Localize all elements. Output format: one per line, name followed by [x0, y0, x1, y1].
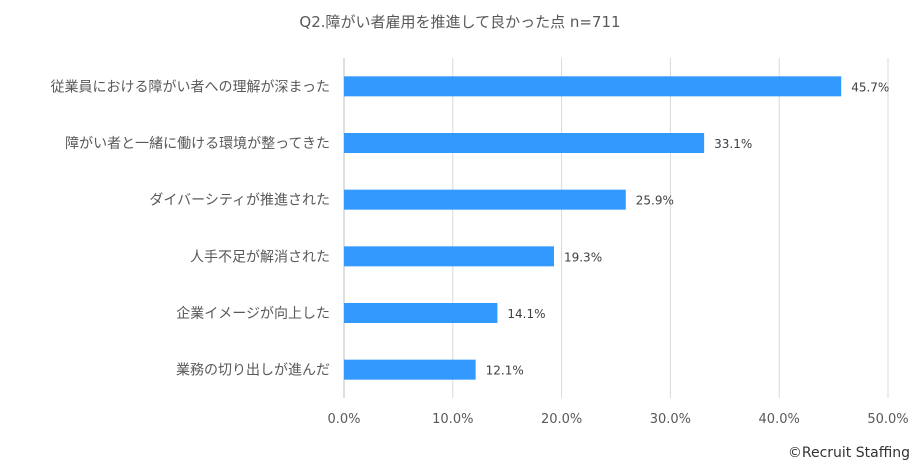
- x-axis-tick-labels: 0.0% 10.0% 20.0% 30.0% 40.0% 50.0%: [327, 412, 908, 427]
- category-label: 業務の切り出しが進んだ: [176, 363, 330, 379]
- x-tick-label: 0.0%: [327, 412, 360, 427]
- category-label: 人手不足が解消された: [190, 249, 330, 265]
- x-tick-label: 10.0%: [432, 412, 473, 427]
- category-label: 従業員における障がい者への理解が深まった: [51, 79, 330, 95]
- bars: [344, 76, 842, 380]
- data-label: 45.7%: [851, 80, 889, 94]
- x-tick-label: 30.0%: [650, 412, 691, 427]
- data-labels: 45.7% 33.1% 25.9% 19.3% 14.1% 12.1%: [486, 80, 890, 377]
- data-label: 25.9%: [636, 194, 674, 208]
- category-label: ダイバーシティが推進された: [149, 193, 330, 209]
- x-tick-label: 20.0%: [541, 412, 582, 427]
- x-tick-label: 50.0%: [867, 412, 908, 427]
- chart-title: Q2.障がい者雇用を推進して良かった点 n=711: [299, 13, 620, 31]
- bar: [344, 76, 842, 97]
- bar: [344, 303, 498, 323]
- bar: [344, 246, 554, 267]
- gridlines: [343, 58, 889, 398]
- data-label: 19.3%: [564, 250, 602, 264]
- data-label: 33.1%: [714, 137, 752, 151]
- category-label: 障がい者と一緒に働ける環境が整ってきた: [65, 136, 330, 152]
- bar: [344, 359, 476, 380]
- bar: [344, 189, 626, 210]
- data-label: 14.1%: [507, 307, 545, 321]
- bar: [344, 133, 705, 153]
- data-label: 12.1%: [486, 364, 524, 378]
- copyright-credit: ©Recruit Staffing: [788, 445, 910, 461]
- category-labels: 従業員における障がい者への理解が深まった障がい者と一緒に働ける環境が整ってきたダ…: [51, 79, 330, 378]
- category-label: 企業イメージが向上した: [176, 305, 330, 322]
- x-tick-label: 40.0%: [759, 412, 800, 427]
